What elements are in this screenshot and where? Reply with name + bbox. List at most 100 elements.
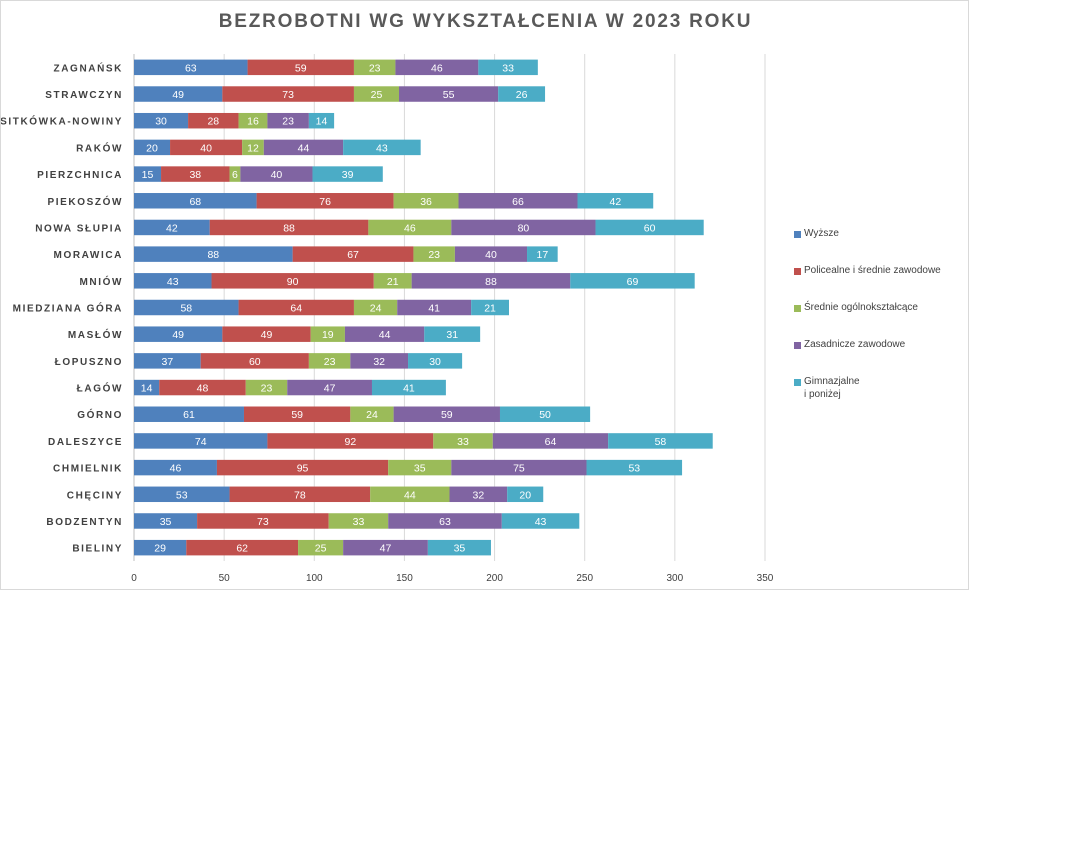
data-label: 78 [294,489,306,501]
data-label: 14 [141,383,153,395]
bar-segment [134,86,223,102]
data-label: 76 [319,196,331,208]
data-label: 41 [428,303,440,315]
bar-segment [134,406,244,422]
bar-segment [353,59,396,76]
bar-segment [267,112,309,129]
bar-segment [200,353,309,369]
category-label: MIEDZIANA GÓRA [13,302,123,315]
bar-segment [449,486,508,503]
data-label: 23 [261,383,273,395]
bar-segment [577,193,654,209]
legend-item: Średnie ogólnokształcące [794,301,918,314]
bar-segment [170,139,243,156]
data-label: 35 [160,516,172,528]
data-label: 33 [457,436,469,448]
data-label: 68 [189,196,201,208]
x-tick-label: 150 [396,573,413,584]
data-label: 63 [439,516,451,528]
bar-segment [242,139,264,156]
data-label: 40 [485,249,497,261]
data-label: 64 [290,303,302,315]
data-label: 30 [429,356,441,368]
bar-segment [451,459,587,476]
bar-segment [353,299,398,316]
bar-segment [397,299,472,316]
bar-segment [222,86,354,102]
bar-segment [458,193,578,209]
data-label: 38 [189,169,201,181]
x-tick-label: 350 [757,573,774,584]
bar-segment [308,112,335,129]
bar-segment [492,433,609,449]
bar-segment [134,219,210,236]
category-label: BODZENTYN [46,517,123,528]
data-label: 44 [379,329,391,341]
bar-segment [298,539,344,556]
legend-swatch [794,231,801,238]
legend-label: Policealne i średnie zawodowe [804,265,941,276]
bar-segment [134,326,223,342]
data-label: 88 [485,276,497,288]
bar-segment [256,193,394,209]
data-label: 43 [535,516,547,528]
bar-segment [424,326,481,342]
bar-segment [413,246,455,262]
bar-segment [451,219,596,236]
data-label: 49 [172,329,184,341]
data-label: 43 [167,276,179,288]
data-label: 23 [428,249,440,261]
legend-item: Policealne i średnie zawodowe [794,264,941,277]
bar-segment [393,406,500,422]
data-label: 53 [628,463,640,475]
data-label: 15 [142,169,154,181]
bar-segment [197,513,329,529]
bar-segment [134,486,230,503]
bar-segment [411,273,571,289]
bar-segment [343,539,428,556]
bar-segment [312,166,383,182]
data-label: 73 [282,89,294,101]
data-label: 88 [207,249,219,261]
data-label: 25 [371,89,383,101]
bar-segment [188,112,239,129]
data-label: 74 [195,436,207,448]
data-label: 60 [249,356,261,368]
legend-swatch [794,305,801,312]
data-label: 20 [519,489,531,501]
category-label: ŁAGÓW [77,382,123,395]
data-label: 55 [443,89,455,101]
data-label: 23 [282,116,294,128]
bar-segment [209,219,369,236]
bar-segment [498,86,546,102]
bar-segment [186,539,299,556]
category-label: BIELINY [72,544,123,555]
bar-segment [134,379,160,396]
data-label: 25 [315,543,327,555]
bar-segment [267,433,434,449]
data-label: 49 [261,329,273,341]
data-label: 69 [627,276,639,288]
bar-segment [134,193,257,209]
bar-segment [570,273,695,289]
data-label: 92 [344,436,356,448]
bar-segment [310,326,345,342]
bar-segment [507,486,544,503]
data-label: 59 [295,62,307,74]
data-label: 64 [545,436,557,448]
x-tick-label: 0 [131,573,137,584]
data-label: 24 [370,303,382,315]
data-label: 73 [257,516,269,528]
data-label: 63 [185,62,197,74]
bar-segment [134,433,268,449]
data-label: 66 [512,196,524,208]
data-label: 58 [180,303,192,315]
bar-segment [393,193,459,209]
bar-segment [134,353,201,369]
bar-segment [433,433,493,449]
bar-segment [134,513,198,529]
bar-segment [238,299,354,316]
bar-segment [586,459,683,476]
bar-segment [245,379,288,396]
x-tick-label: 200 [486,573,503,584]
